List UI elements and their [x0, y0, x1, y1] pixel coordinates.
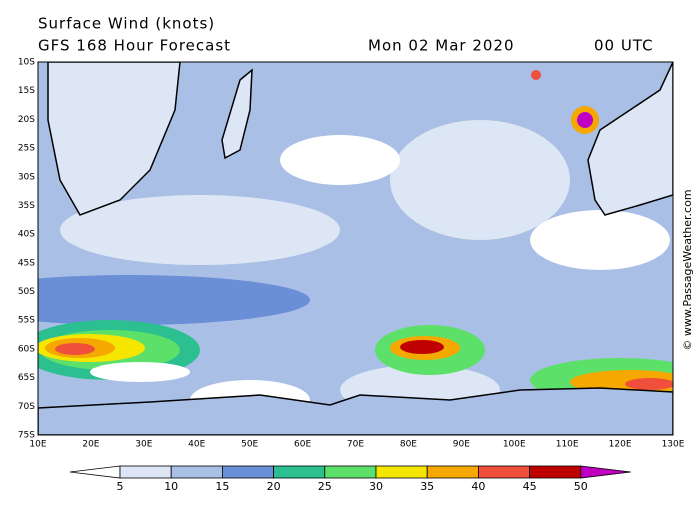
colorbar-arrow	[580, 465, 631, 479]
lat-label: 55S	[18, 316, 35, 326]
credit: © www.PassageWeather.com	[681, 189, 694, 350]
colorbar-segment	[273, 465, 326, 479]
lat-label: 50S	[18, 287, 35, 297]
lon-label: 120E	[609, 440, 632, 450]
lat-label: 65S	[18, 373, 35, 383]
date: Mon 02 Mar 2020	[368, 37, 515, 55]
lat-label: 20S	[18, 115, 35, 125]
colorbar-segment	[324, 465, 377, 479]
lat-label: 15S	[18, 86, 35, 96]
colorbar-label: 40	[471, 480, 485, 493]
lon-label: 20E	[82, 440, 99, 450]
colorbar-label: 45	[523, 480, 537, 493]
lon-label: 90E	[453, 440, 470, 450]
lat-label: 60S	[18, 344, 35, 354]
lon-label: 80E	[400, 440, 417, 450]
colorbar-segment	[170, 465, 223, 479]
lat-label: 25S	[18, 144, 35, 154]
colorbar-label: 15	[215, 480, 229, 493]
colorbar-label: 30	[369, 480, 383, 493]
time: 00 UTC	[594, 37, 654, 55]
lon-label: 70E	[347, 440, 364, 450]
colorbar-segment	[426, 465, 479, 479]
colorbar-label: 25	[318, 480, 332, 493]
colorbar-segment	[477, 465, 530, 479]
colorbar-segment	[375, 465, 428, 479]
lon-label: 40E	[188, 440, 205, 450]
colorbar-segment	[529, 465, 582, 479]
lon-label: 110E	[556, 440, 579, 450]
lat-label: 70S	[18, 402, 35, 412]
map-frame	[37, 61, 674, 436]
colorbar-label: 35	[420, 480, 434, 493]
lon-label: 50E	[241, 440, 258, 450]
lon-label: 130E	[662, 440, 685, 450]
colorbar-label: 20	[267, 480, 281, 493]
wind-field	[38, 62, 673, 435]
colorbar-label: 5	[117, 480, 124, 493]
lat-label: 35S	[18, 201, 35, 211]
lon-label: 60E	[294, 440, 311, 450]
lat-label: 75S	[18, 431, 35, 441]
colorbar-label: 10	[164, 480, 178, 493]
colorbar-label: 50	[574, 480, 588, 493]
colorbar: 5 10 15 20 25 30 35 40 45 50	[69, 465, 631, 493]
axes: 10S 15S 20S 25S 30S 35S 40S 45S 50S 55S 60S 65S 70S 7…	[18, 58, 685, 450]
lon-label: 30E	[135, 440, 152, 450]
lat-label: 45S	[18, 258, 35, 268]
title: Surface Wind (knots)	[38, 15, 215, 33]
subtitle: GFS 168 Hour Forecast	[38, 37, 231, 55]
lat-label: 40S	[18, 230, 35, 240]
lat-label: 10S	[18, 58, 35, 68]
lon-label: 10E	[29, 440, 46, 450]
lon-label: 100E	[503, 440, 526, 450]
colorbar-segment	[221, 465, 274, 479]
colorbar-arrow	[69, 465, 121, 479]
colorbar-segment	[119, 465, 172, 479]
lat-label: 30S	[18, 172, 35, 182]
